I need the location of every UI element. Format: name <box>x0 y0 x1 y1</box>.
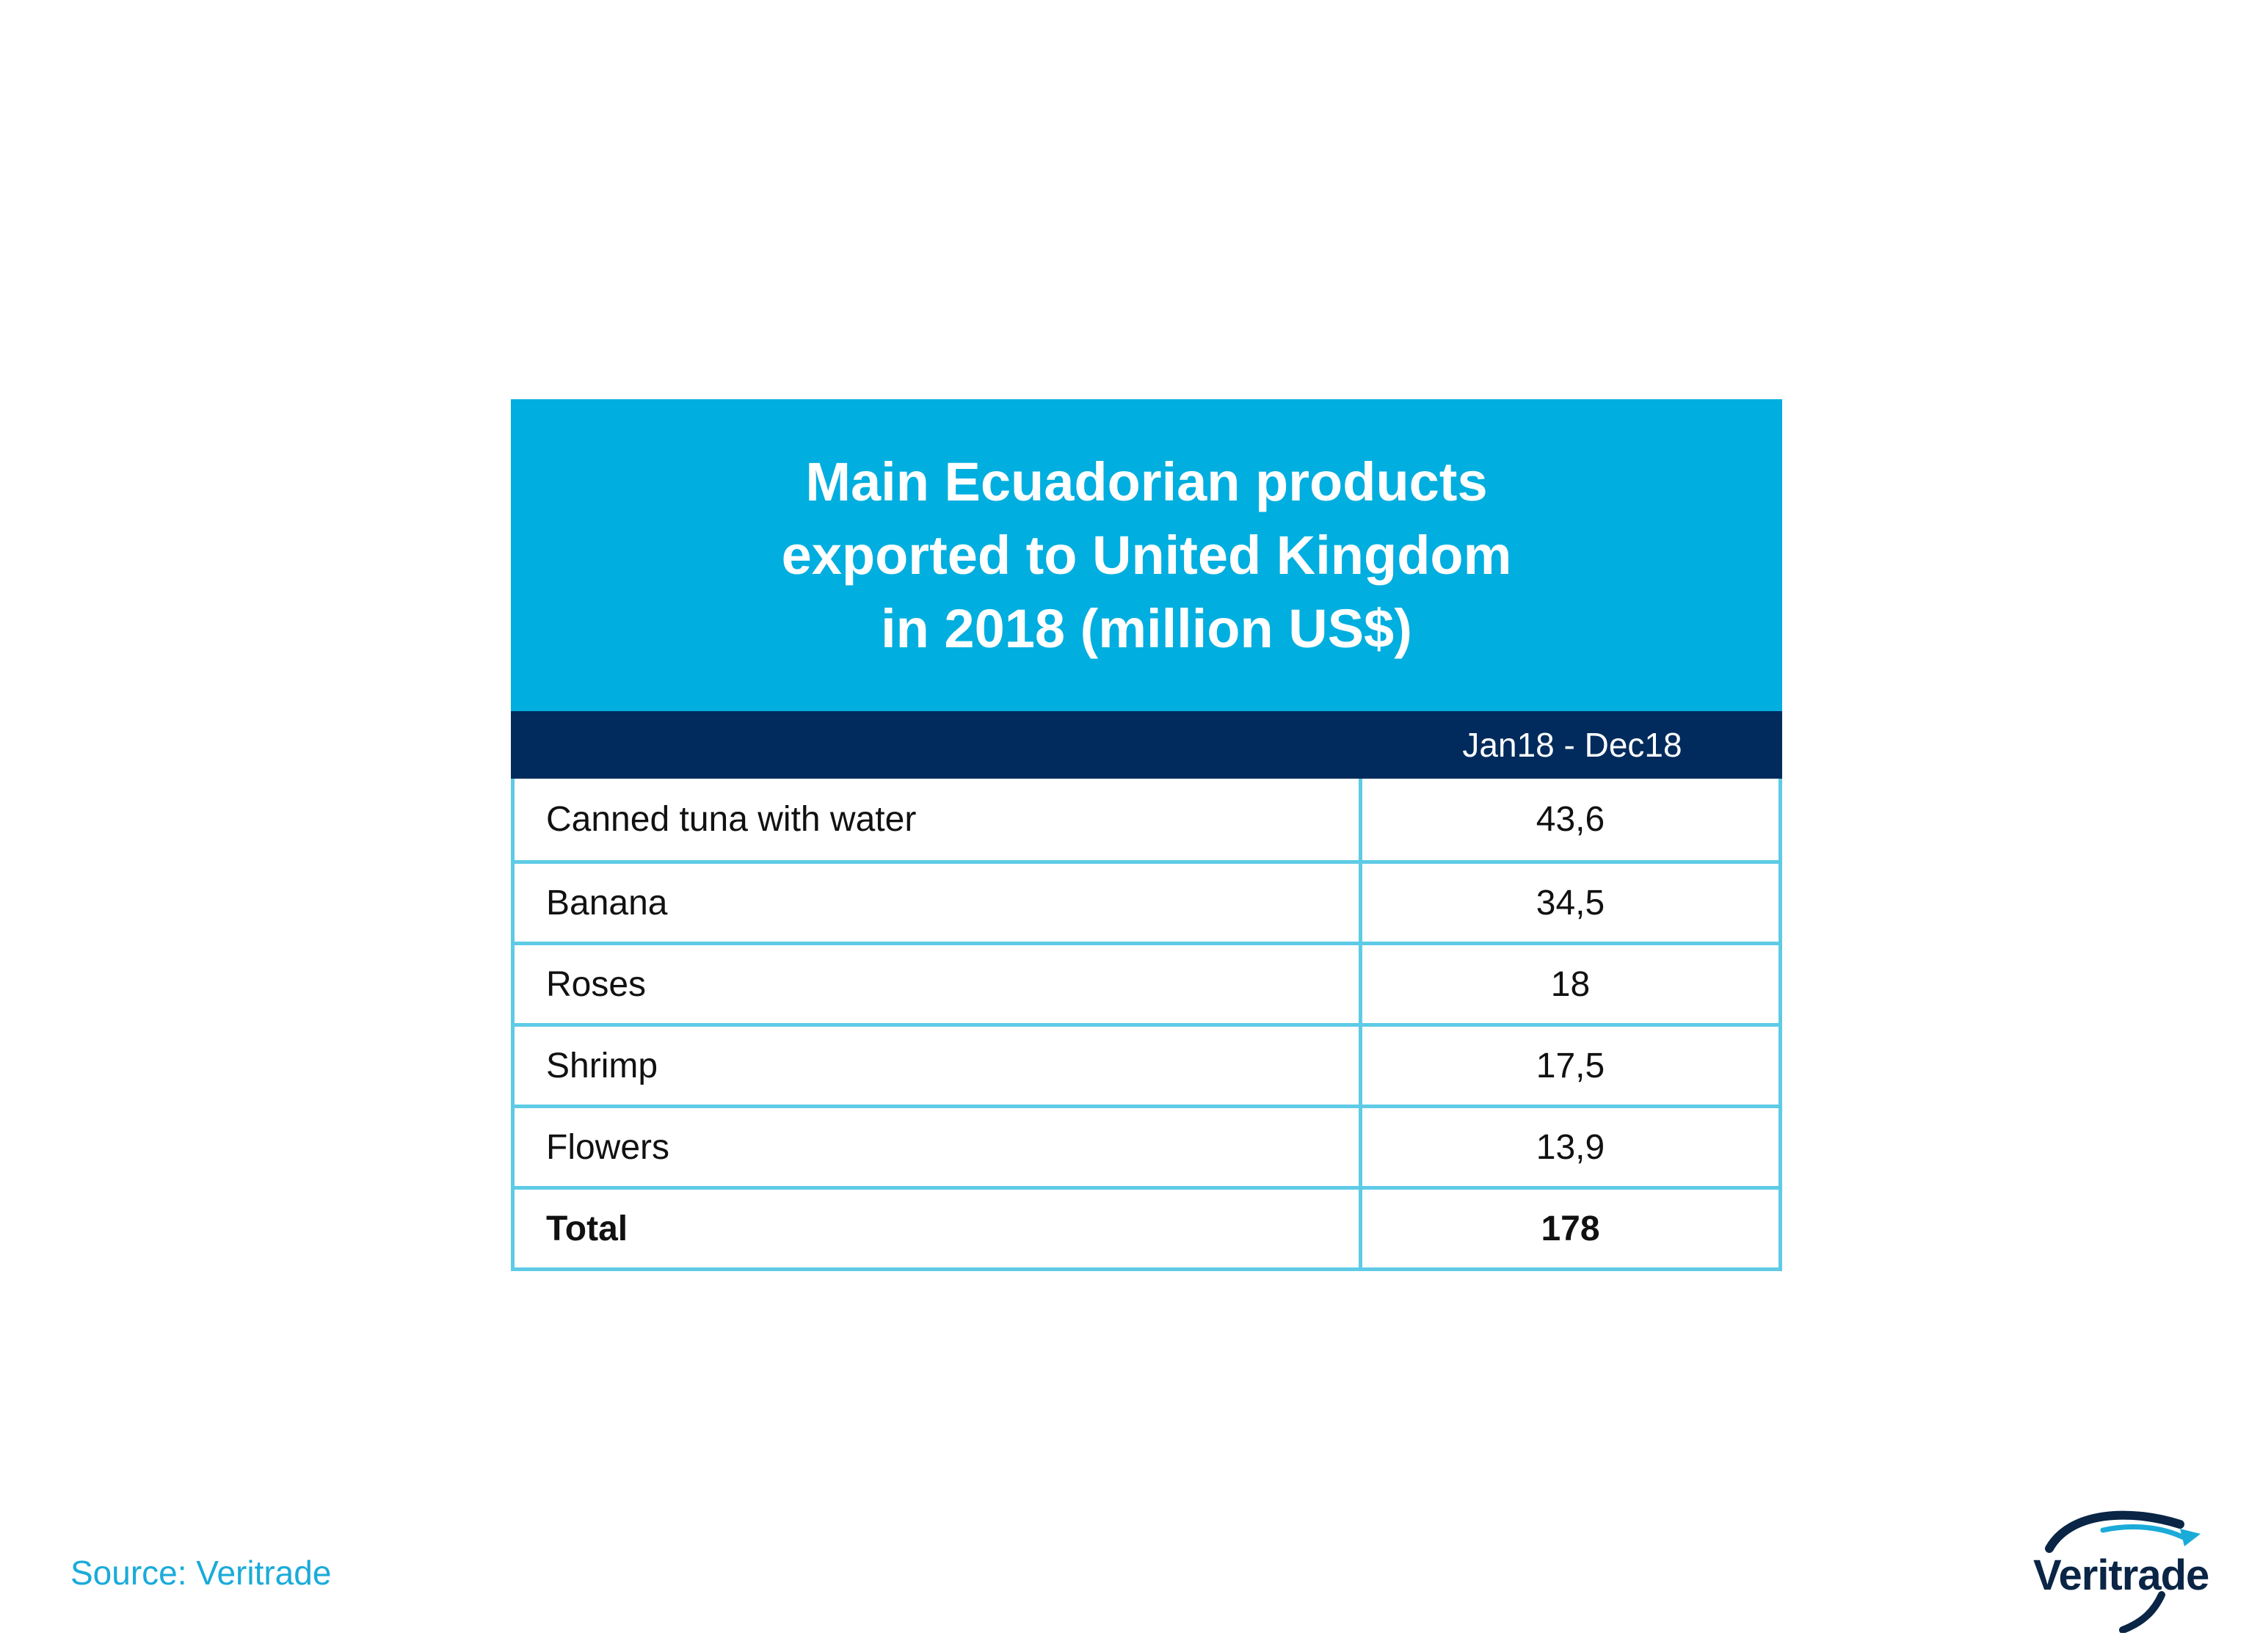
table-row: Shrimp 17,5 <box>515 1023 1778 1105</box>
product-value: 17,5 <box>1536 1046 1605 1085</box>
table-row: Roses 18 <box>515 942 1778 1023</box>
product-label: Roses <box>515 945 1362 1023</box>
total-value: 178 <box>1541 1209 1600 1248</box>
table-body: Canned tuna with water 43,6 Banana 34,5 … <box>511 779 1782 1271</box>
veritrade-logo: Veritrade <box>2033 1508 2224 1633</box>
exports-table: Main Ecuadorian products exported to Uni… <box>511 399 1782 1271</box>
table-row: Banana 34,5 <box>515 860 1778 942</box>
product-label: Flowers <box>515 1108 1362 1186</box>
product-value: 13,9 <box>1536 1127 1605 1167</box>
table-title-band: Main Ecuadorian products exported to Uni… <box>511 399 1782 711</box>
product-label: Canned tuna with water <box>515 779 1362 860</box>
logo-wordmark: Veritrade <box>2033 1551 2209 1599</box>
product-value: 43,6 <box>1536 800 1605 839</box>
table-row: Canned tuna with water 43,6 <box>515 779 1778 860</box>
column-header-band: Jan18 - Dec18 <box>511 711 1782 779</box>
product-value: 34,5 <box>1536 883 1605 923</box>
table-title: Main Ecuadorian products exported to Uni… <box>781 451 1512 659</box>
product-label: Shrimp <box>515 1027 1362 1105</box>
product-value: 18 <box>1550 964 1591 1004</box>
period-column-header: Jan18 - Dec18 <box>1462 726 1682 764</box>
product-label: Banana <box>515 864 1362 942</box>
table-row: Flowers 13,9 <box>515 1105 1778 1186</box>
logo-swoosh-icon <box>2045 1510 2201 1633</box>
total-label: Total <box>515 1190 1362 1267</box>
source-note: Source: Veritrade <box>70 1554 332 1592</box>
total-row: Total 178 <box>515 1186 1778 1267</box>
